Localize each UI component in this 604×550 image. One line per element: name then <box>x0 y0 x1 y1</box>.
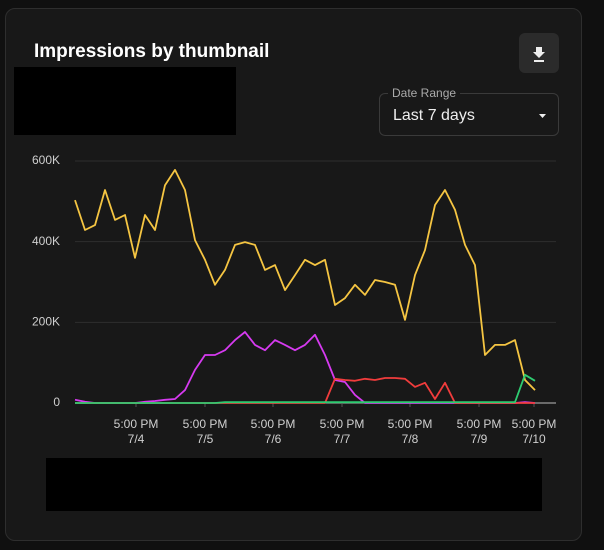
card: Impressions by thumbnail Date Range Last… <box>5 8 582 541</box>
select-label: Date Range <box>388 86 461 100</box>
x-tick-date: 7/7 <box>334 432 351 446</box>
series-line <box>75 373 536 404</box>
x-tick-label: 5:00 PM <box>320 417 365 431</box>
download-button[interactable] <box>519 33 559 73</box>
x-tick-label: 5:00 PM <box>183 417 228 431</box>
x-tick-label: 5:00 PM <box>251 417 296 431</box>
series-line <box>75 377 535 404</box>
caret <box>539 114 546 118</box>
x-tick-date: 7/6 <box>265 432 282 446</box>
y-tick-label: 0 <box>53 395 60 409</box>
x-tick-label: 5:00 PM <box>457 417 502 431</box>
x-tick-date: 7/9 <box>471 432 488 446</box>
download-icon <box>533 47 545 62</box>
x-tick-date: 7/4 <box>128 432 145 446</box>
chart-title: Impressions by thumbnail <box>34 41 270 62</box>
x-tick-label: 5:00 PM <box>388 417 433 431</box>
redacted <box>14 67 236 135</box>
series-line <box>74 331 536 404</box>
y-tick-label: 400K <box>32 234 60 248</box>
select-value: Last 7 days <box>393 107 475 124</box>
x-tick-label: 5:00 PM <box>512 417 557 431</box>
x-tick-date: 7/8 <box>402 432 419 446</box>
date-range-select[interactable]: Date Range Last 7 days <box>379 86 559 136</box>
redacted <box>46 458 542 511</box>
y-tick-label: 600K <box>32 153 60 167</box>
x-tick-date: 7/5 <box>197 432 214 446</box>
y-tick-label: 200K <box>32 315 60 329</box>
series-line <box>74 169 536 391</box>
x-tick-date: 7/10 <box>522 432 546 446</box>
x-tick-label: 5:00 PM <box>114 417 159 431</box>
